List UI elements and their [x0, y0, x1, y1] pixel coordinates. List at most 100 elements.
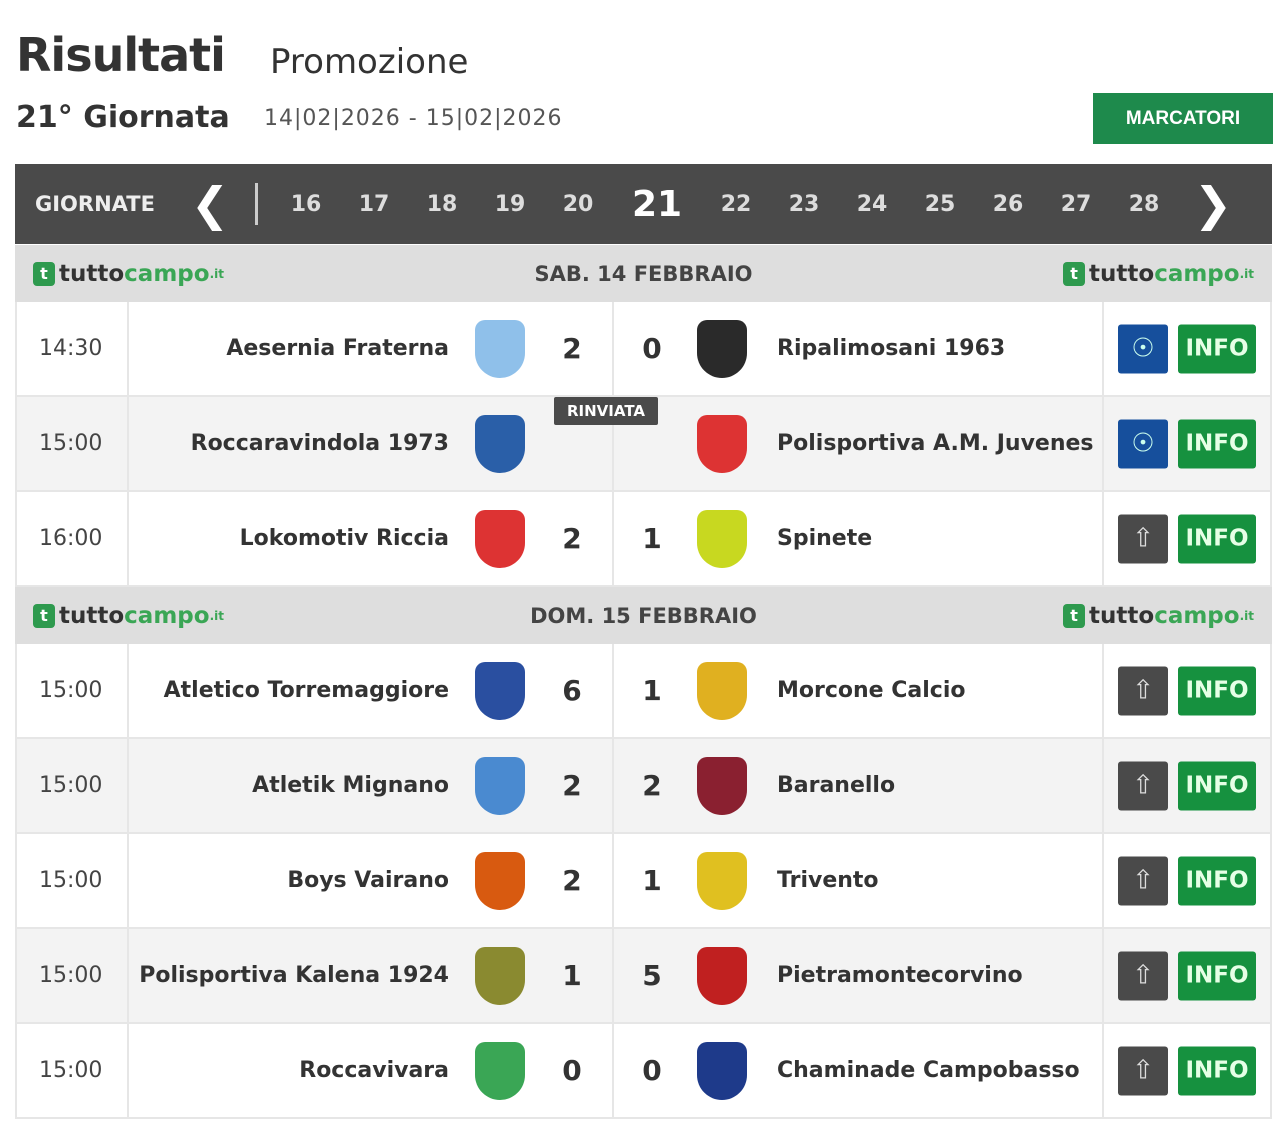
round-16[interactable]: 16	[290, 191, 322, 217]
home-score: 6	[562, 674, 582, 707]
upload-button[interactable]: ⇧	[1118, 761, 1168, 810]
divider	[612, 834, 614, 927]
away-score: 0	[642, 332, 662, 365]
round-18[interactable]: 18	[426, 191, 458, 217]
match-row[interactable]: 15:00 Polisportiva Kalena 1924 1 5 Pietra…	[15, 929, 1272, 1024]
divider	[1102, 834, 1104, 927]
play-circle-icon: ☉	[1131, 428, 1155, 459]
away-score: 0	[642, 1054, 662, 1087]
away-score: 5	[642, 959, 662, 992]
tuttocampo-icon: t	[33, 261, 55, 286]
home-team[interactable]: Atletico Torremaggiore	[163, 678, 449, 703]
info-button[interactable]: INFO	[1178, 951, 1256, 1000]
match-row[interactable]: 15:00 Roccavivara 0 0 Chaminade Campobass…	[15, 1024, 1272, 1119]
match-time: 15:00	[17, 739, 129, 832]
home-team[interactable]: Aesernia Fraterna	[226, 336, 449, 361]
home-team-logo	[475, 851, 525, 910]
match-time: 15:00	[17, 834, 129, 927]
home-team[interactable]: Roccaravindola 1973	[190, 431, 449, 456]
round-25[interactable]: 25	[924, 191, 956, 217]
away-team[interactable]: Polisportiva A.M. Juvenes	[777, 431, 1094, 456]
away-team[interactable]: Trivento	[777, 868, 879, 893]
divider	[612, 929, 614, 1022]
round-28[interactable]: 28	[1128, 191, 1160, 217]
home-team-logo	[475, 756, 525, 815]
match-time: 16:00	[17, 492, 129, 585]
round-21[interactable]: 21	[631, 183, 683, 225]
tuttocampo-logo: t tutto campo .it	[1063, 603, 1254, 629]
round-24[interactable]: 24	[856, 191, 888, 217]
round-22[interactable]: 22	[720, 191, 752, 217]
info-button[interactable]: INFO	[1178, 761, 1256, 810]
round-19[interactable]: 19	[494, 191, 526, 217]
away-team[interactable]: Morcone Calcio	[777, 678, 966, 703]
tuttocampo-logo: t tutto campo .it	[33, 603, 224, 629]
home-score: 2	[562, 332, 582, 365]
tuttocampo-icon: t	[1063, 603, 1086, 628]
match-row[interactable]: 15:00 Boys Vairano 2 1 Trivento ⇧ INFO	[15, 834, 1272, 929]
home-team[interactable]: Roccavivara	[299, 1058, 449, 1083]
rounds-label: GIORNATE	[35, 192, 155, 216]
away-team[interactable]: Baranello	[777, 773, 896, 798]
info-button[interactable]: INFO	[1178, 666, 1256, 715]
divider	[1102, 929, 1104, 1022]
upload-button[interactable]: ⇧	[1118, 666, 1168, 715]
divider	[1102, 397, 1104, 490]
play-circle-icon: ☉	[1131, 333, 1155, 364]
divider	[612, 397, 614, 490]
away-team-logo	[697, 661, 747, 720]
info-button[interactable]: INFO	[1178, 419, 1256, 468]
round-26[interactable]: 26	[992, 191, 1024, 217]
match-row[interactable]: 14:30 Aesernia Fraterna 2 0 Ripalimosani …	[15, 302, 1272, 397]
postponed-badge: RINVIATA	[554, 397, 658, 425]
match-time: 14:30	[17, 302, 129, 395]
home-score: 2	[562, 769, 582, 802]
match-time: 15:00	[17, 644, 129, 737]
upload-button[interactable]: ⇧	[1118, 951, 1168, 1000]
away-team[interactable]: Ripalimosani 1963	[777, 336, 1006, 361]
info-button[interactable]: INFO	[1178, 856, 1256, 905]
match-row[interactable]: 15:00 Atletik Mignano 2 2 Baranello ⇧ INF…	[15, 739, 1272, 834]
divider	[1102, 492, 1104, 585]
divider	[612, 739, 614, 832]
upload-button[interactable]: ⇧	[1118, 1046, 1168, 1095]
info-button[interactable]: INFO	[1178, 324, 1256, 373]
home-score: 2	[562, 522, 582, 555]
chevron-right-icon[interactable]: ❯	[1193, 177, 1233, 231]
marcatori-button[interactable]: MARCATORI	[1093, 93, 1273, 144]
upload-button[interactable]: ⇧	[1118, 514, 1168, 563]
home-team-logo	[475, 509, 525, 568]
away-score: 1	[642, 674, 662, 707]
home-score: 0	[562, 1054, 582, 1087]
arrow-up-circle-icon: ⇧	[1132, 1055, 1154, 1086]
day-label: SAB. 14 FEBBRAIO	[534, 261, 753, 286]
match-row[interactable]: 15:00 Atletico Torremaggiore 6 1 Morcone …	[15, 644, 1272, 739]
home-team[interactable]: Lokomotiv Riccia	[239, 526, 449, 551]
chevron-left-icon[interactable]: ❮	[190, 177, 230, 231]
round-27[interactable]: 27	[1060, 191, 1092, 217]
info-button[interactable]: INFO	[1178, 1046, 1256, 1095]
home-team[interactable]: Polisportiva Kalena 1924	[139, 963, 449, 988]
away-team-logo	[697, 414, 747, 473]
info-button[interactable]: INFO	[1178, 514, 1256, 563]
round-20[interactable]: 20	[562, 191, 594, 217]
home-team[interactable]: Atletik Mignano	[252, 773, 449, 798]
round-23[interactable]: 23	[788, 191, 820, 217]
video-button[interactable]: ☉	[1118, 324, 1168, 373]
video-button[interactable]: ☉	[1118, 419, 1168, 468]
round-17[interactable]: 17	[358, 191, 390, 217]
match-row[interactable]: 16:00 Lokomotiv Riccia 2 1 Spinete ⇧ INFO	[15, 492, 1272, 587]
away-score: 1	[642, 864, 662, 897]
away-team[interactable]: Spinete	[777, 526, 873, 551]
away-team[interactable]: Chaminade Campobasso	[777, 1058, 1080, 1083]
away-team-logo	[697, 851, 747, 910]
match-row[interactable]: 15:00 Roccaravindola 1973 RINVIATA Polis…	[15, 397, 1272, 492]
divider	[612, 644, 614, 737]
divider	[612, 492, 614, 585]
home-team[interactable]: Boys Vairano	[287, 868, 449, 893]
upload-button[interactable]: ⇧	[1118, 856, 1168, 905]
away-team-logo	[697, 756, 747, 815]
away-team[interactable]: Pietramontecorvino	[777, 963, 1023, 988]
day-header: t tutto campo .it DOM. 15 FEBBRAIO t tutto camp…	[15, 587, 1272, 644]
round-dates: 14|02|2026 - 15|02|2026	[264, 106, 563, 131]
